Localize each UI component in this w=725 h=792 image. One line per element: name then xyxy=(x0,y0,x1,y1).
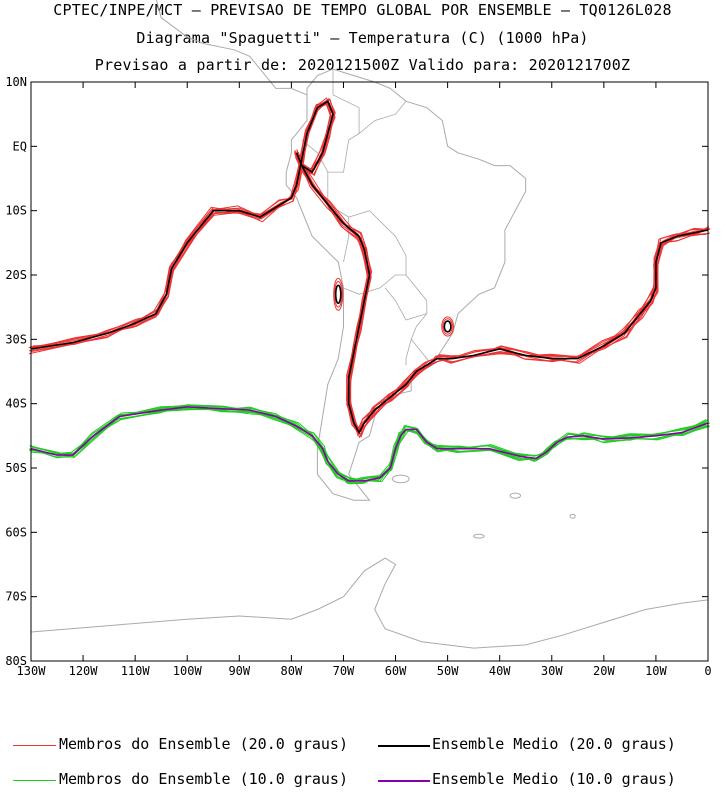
antarctica-coastline xyxy=(30,557,709,649)
y-tick-label: EQ xyxy=(13,139,27,153)
legend-label-mean10: Ensemble Medio (10.0 graus) xyxy=(432,770,676,788)
ensemble-mean-10 xyxy=(30,406,709,482)
country-border-4 xyxy=(405,339,412,366)
chart-title-line-1: CPTEC/INPE/MCT – PREVISAO DE TEMPO GLOBA… xyxy=(53,1,672,19)
closed-contour-20-member-0-1 xyxy=(334,281,343,308)
island-outline-1 xyxy=(509,492,522,499)
x-tick-label: 40W xyxy=(489,664,511,678)
y-tick-label: 40S xyxy=(5,397,27,411)
island-outline-3 xyxy=(569,513,576,519)
x-tick-label: 80W xyxy=(281,664,303,678)
members-20-layer xyxy=(28,97,711,439)
mean-layer xyxy=(30,100,709,482)
x-tick-label: 70W xyxy=(333,664,355,678)
closed-contour-20-member-1-1 xyxy=(442,318,453,335)
legend-swatch-member20 xyxy=(13,745,56,746)
tick-layer: 130W 120W 110W 100W 90W 80W 70W 60W 50W 40W 30W 20W… xyxy=(5,75,711,678)
legend-swatch-member10 xyxy=(13,780,56,781)
y-tick-label: 10S xyxy=(5,204,27,218)
closed-contour-20-mean-1 xyxy=(443,320,452,333)
ensemble-10-member-8 xyxy=(29,404,707,483)
x-tick-label: 10W xyxy=(645,664,667,678)
chart-title-line-3: Previsao a partir de: 2020121500Z Valido… xyxy=(94,56,631,74)
country-border-0 xyxy=(327,101,407,263)
y-tick-label: 20S xyxy=(5,268,27,282)
island-outline-2 xyxy=(473,533,485,539)
country-border-6 xyxy=(332,69,360,134)
legend-label-member10: Membros do Ensemble (10.0 graus) xyxy=(59,770,348,788)
x-tick-label: 60W xyxy=(385,664,407,678)
x-tick-label: 110W xyxy=(121,664,151,678)
closed-contour-20-mean-0 xyxy=(334,284,342,305)
closed-contour-20-member-0-0 xyxy=(333,277,344,311)
ensemble-20-member-9 xyxy=(28,102,710,439)
country-border-2 xyxy=(343,274,406,295)
legend-label-mean20: Ensemble Medio (20.0 graus) xyxy=(432,735,676,753)
x-tick-label: 90W xyxy=(228,664,250,678)
x-tick-label: 120W xyxy=(69,664,99,678)
spaghetti-chart: 130W 120W 110W 100W 90W 80W 70W 60W 50W 40W 30W 20W… xyxy=(5,0,712,678)
x-tick-label: 100W xyxy=(173,664,203,678)
y-tick-label: 10N xyxy=(5,75,27,89)
south-america-coastline xyxy=(285,68,527,501)
legend-swatch-mean20 xyxy=(378,745,430,747)
ensemble-mean-20 xyxy=(30,100,709,435)
legend-swatch-mean10 xyxy=(378,780,430,782)
central-america-coastline xyxy=(155,0,308,173)
plot-frame xyxy=(30,81,709,662)
map-outline-layer xyxy=(30,0,709,649)
country-border-1 xyxy=(348,210,433,366)
y-tick-label: 60S xyxy=(5,525,27,539)
x-tick-label: 130W xyxy=(17,664,47,678)
x-tick-label: 20W xyxy=(593,664,615,678)
x-tick-label: 0 xyxy=(704,664,711,678)
y-tick-label: 70S xyxy=(5,590,27,604)
chart-title-line-2: Diagrama "Spaguetti" – Temperatura (C) (… xyxy=(136,29,589,47)
ensemble-20-member-8 xyxy=(31,97,709,432)
ensemble-10-member-5 xyxy=(29,404,710,482)
closed-contour-20-member-1-0 xyxy=(441,316,454,337)
y-tick-label: 50S xyxy=(5,461,27,475)
y-tick-label: 30S xyxy=(5,332,27,346)
y-tick-label: 80S xyxy=(5,654,27,668)
island-outline-0 xyxy=(391,474,410,484)
legend-label-member20: Membros do Ensemble (20.0 graus) xyxy=(59,735,348,753)
x-tick-label: 30W xyxy=(541,664,563,678)
x-tick-label: 50W xyxy=(437,664,459,678)
country-border-3 xyxy=(384,287,427,321)
